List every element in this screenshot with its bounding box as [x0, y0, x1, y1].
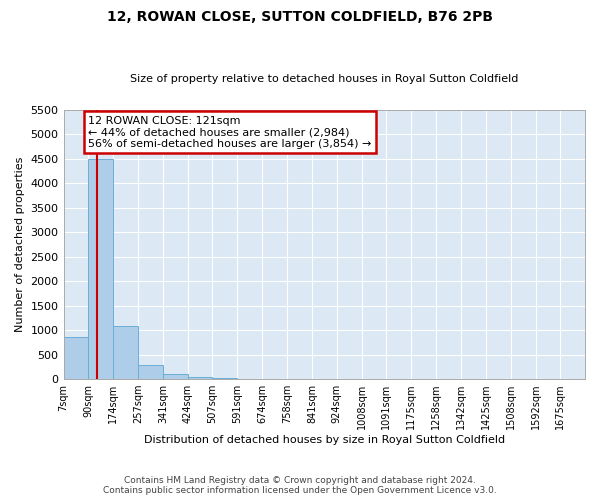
Bar — [88, 158, 113, 379]
Text: 12 ROWAN CLOSE: 121sqm
← 44% of detached houses are smaller (2,984)
56% of semi-: 12 ROWAN CLOSE: 121sqm ← 44% of detached… — [88, 116, 371, 149]
Bar — [113, 326, 138, 379]
Bar — [188, 376, 212, 379]
Bar — [64, 338, 88, 379]
Bar — [163, 374, 188, 379]
Text: Contains HM Land Registry data © Crown copyright and database right 2024.
Contai: Contains HM Land Registry data © Crown c… — [103, 476, 497, 495]
X-axis label: Distribution of detached houses by size in Royal Sutton Coldfield: Distribution of detached houses by size … — [144, 435, 505, 445]
Y-axis label: Number of detached properties: Number of detached properties — [15, 156, 25, 332]
Bar — [138, 366, 163, 379]
Title: Size of property relative to detached houses in Royal Sutton Coldfield: Size of property relative to detached ho… — [130, 74, 518, 84]
Bar — [212, 378, 238, 379]
Text: 12, ROWAN CLOSE, SUTTON COLDFIELD, B76 2PB: 12, ROWAN CLOSE, SUTTON COLDFIELD, B76 2… — [107, 10, 493, 24]
